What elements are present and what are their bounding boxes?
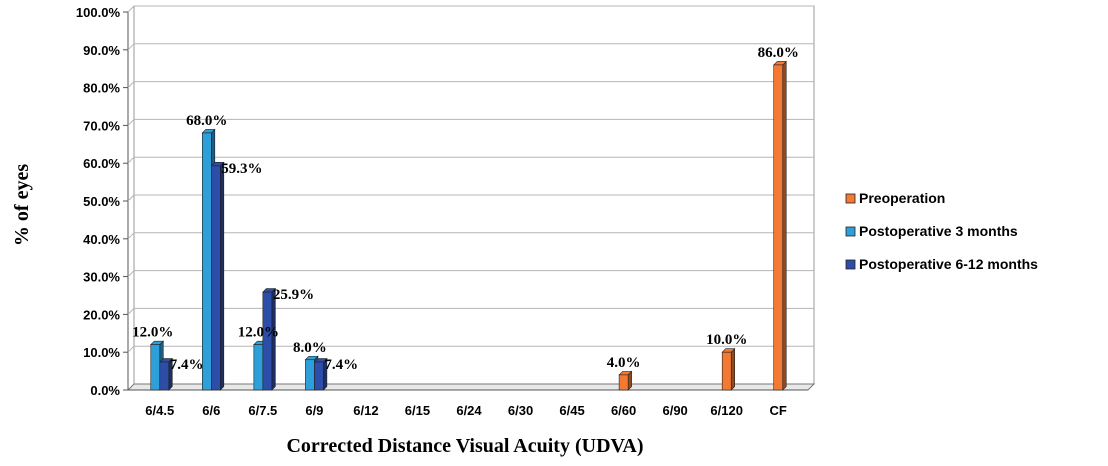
bars xyxy=(150,60,787,391)
y-axis-title: % of eyes xyxy=(11,164,33,246)
legend-swatch xyxy=(845,193,856,204)
legend-label: Preoperation xyxy=(859,190,945,206)
bar xyxy=(211,165,221,391)
bar xyxy=(262,291,273,391)
bar xyxy=(721,351,732,391)
y-tick-label: 50.0% xyxy=(83,194,120,209)
y-tick-label: 0.0% xyxy=(90,383,120,398)
data-label: 12.0% xyxy=(238,325,279,341)
x-tick-label: CF xyxy=(770,403,787,418)
y-axis-ticks: 0.0% 10.0% 20.0% 30.0% 40.0% 50.0% 60.0% 70.0% 8… xyxy=(76,5,128,398)
y-tick-label: 80.0% xyxy=(83,81,120,96)
y-tick-label: 100.0% xyxy=(76,5,121,20)
data-label: 12.0% xyxy=(132,325,173,341)
plot-floor xyxy=(126,383,816,391)
bar xyxy=(253,344,264,391)
gridline-diag xyxy=(127,308,135,315)
data-label: 4.0% xyxy=(607,355,641,371)
x-tick-label: 6/120 xyxy=(710,403,743,418)
y-tick-label: 70.0% xyxy=(83,118,120,133)
legend-label: Postoperative 6-12 months xyxy=(859,256,1038,272)
y-tick-label: 10.0% xyxy=(83,345,120,360)
bar-side xyxy=(730,347,735,391)
bar xyxy=(150,344,161,391)
x-tick-label: 6/4.5 xyxy=(145,403,174,418)
data-label: 7.4% xyxy=(170,357,204,373)
gridline-diag xyxy=(127,232,135,240)
bar xyxy=(202,132,212,391)
bar xyxy=(314,361,324,391)
x-tick-label: 6/12 xyxy=(353,403,378,418)
data-labels: 12.0%7.4%68.0%59.3%12.0%25.9%8.0%7.4% 4.0… xyxy=(132,45,799,373)
y-tick-label: 40.0% xyxy=(83,232,120,247)
bar xyxy=(305,359,315,391)
data-label: 25.9% xyxy=(273,287,314,303)
bar xyxy=(159,361,170,391)
x-tick-label: 6/30 xyxy=(508,403,533,418)
gridlines xyxy=(127,5,814,353)
y-tick-label: 90.0% xyxy=(83,43,120,58)
bar-side xyxy=(220,161,225,391)
legend: Preoperation Postoperative 3 months Postop… xyxy=(845,190,1038,272)
bar xyxy=(773,64,784,391)
gridline-diag xyxy=(127,119,135,126)
x-tick-label: 6/7.5 xyxy=(248,403,277,418)
x-tick-label: 6/15 xyxy=(405,403,430,418)
data-label: 59.3% xyxy=(221,161,262,177)
legend-swatch xyxy=(845,226,856,237)
gridline-diag xyxy=(127,345,135,353)
y-tick-label: 20.0% xyxy=(83,307,120,322)
data-label: 8.0% xyxy=(293,340,327,356)
y-tick-label: 60.0% xyxy=(83,156,120,171)
x-axis-ticks: 6/4.5 6/6 6/7.5 6/9 6/12 6/15 6/24 6/30 6/45 6/60… xyxy=(145,403,787,418)
bar xyxy=(618,374,629,391)
gridline-diag xyxy=(127,81,135,88)
data-label: 86.0% xyxy=(758,45,799,61)
bar-side xyxy=(782,60,787,391)
data-label: 7.4% xyxy=(324,357,358,373)
x-axis-title: Corrected Distance Visual Acuity (UDVA) xyxy=(286,435,643,457)
x-tick-label: 6/60 xyxy=(611,403,636,418)
x-tick-label: 6/9 xyxy=(305,403,323,418)
legend-label: Postoperative 3 months xyxy=(859,223,1018,239)
y-tick-label: 30.0% xyxy=(83,270,120,285)
x-tick-label: 6/6 xyxy=(202,403,220,418)
x-tick-label: 6/45 xyxy=(559,403,584,418)
legend-swatch xyxy=(845,259,856,270)
gridline-diag xyxy=(127,5,135,13)
x-tick-label: 6/90 xyxy=(662,403,687,418)
gridline-diag xyxy=(127,156,135,164)
data-label: 10.0% xyxy=(706,332,747,348)
gridline-diag xyxy=(127,270,135,277)
gridline-diag xyxy=(127,194,135,202)
gridline-diag xyxy=(127,43,135,51)
data-label: 68.0% xyxy=(186,113,227,129)
x-tick-label: 6/24 xyxy=(456,403,482,418)
